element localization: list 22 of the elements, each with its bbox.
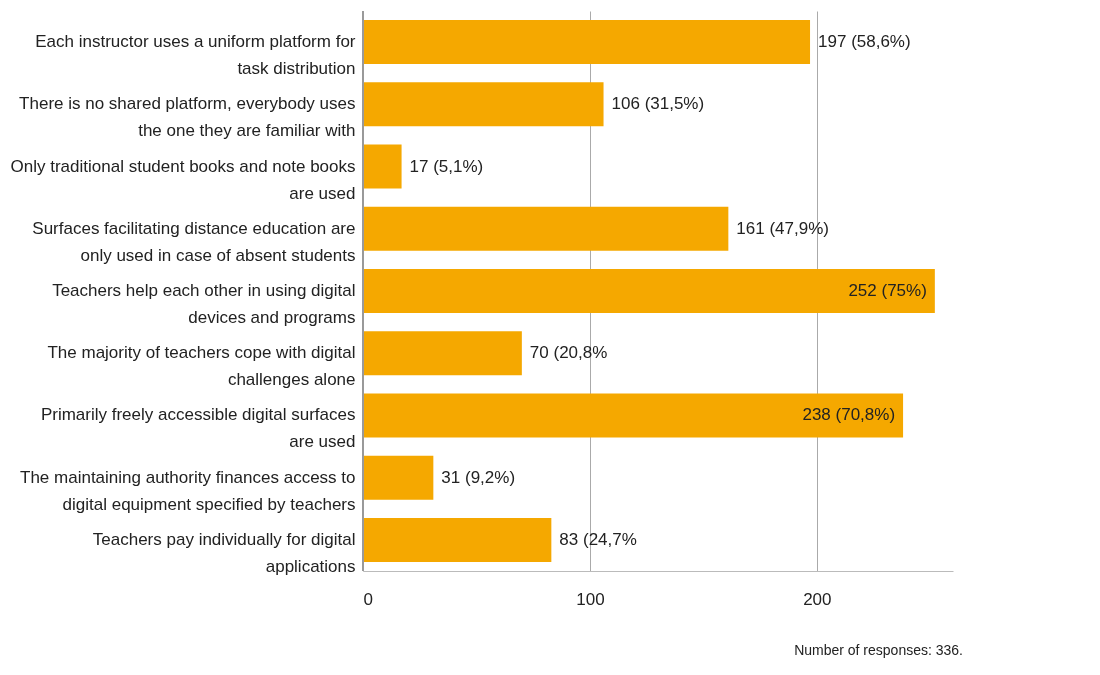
x-tick-label: 0: [363, 589, 373, 609]
x-tick-label: 100: [576, 589, 605, 609]
data-label: 70 (20,8%: [529, 343, 608, 363]
x-tick-label: 200: [803, 589, 832, 609]
y-tick-label: There is no shared platform, everybody uses the one they are familiar with: [19, 94, 356, 141]
y-tick-label: Surfaces facilitating distance education are only used in case of absent students: [32, 218, 356, 265]
data-label: 17 (5,1%): [409, 156, 484, 176]
data-label: 238 (70,8%): [802, 405, 896, 425]
data-label: 83 (24,7%: [559, 529, 637, 549]
data-label: 161 (47,9%): [736, 218, 829, 238]
data-label: 197 (58,6%): [818, 32, 911, 52]
data-label: 252 (75%): [848, 281, 927, 300]
y-tick-label: The maintaining authority finances access to digital equipment specified by teachers: [20, 467, 356, 514]
y-tick-label: Only traditional student books and note books are used: [10, 156, 356, 203]
data-label: 31 (9,2%): [441, 467, 516, 487]
y-tick-label: Teachers help each other in using digital devices and programs: [52, 281, 356, 327]
y-tick-label: The majority of teachers cope with digital challenges alone: [47, 343, 356, 390]
y-tick-label: Each instructor uses a uniform platform for task distribution: [35, 32, 356, 79]
y-tick-label: Teachers pay individually for digital applications: [92, 529, 356, 576]
data-label: 106 (31,5%): [611, 94, 705, 114]
text: Number of responses: 336.: [794, 642, 963, 658]
y-tick-label: Primarily freely accessible digital surfaces are used: [40, 405, 356, 452]
